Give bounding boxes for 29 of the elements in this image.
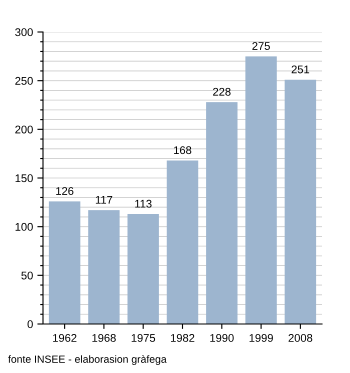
x-tick-label: 1975 — [132, 334, 156, 342]
x-tick-label: 1990 — [210, 334, 234, 342]
data-label: 275 — [252, 42, 270, 50]
bar — [166, 160, 198, 324]
y-tick-label: 0 — [28, 320, 33, 328]
bar — [88, 210, 120, 324]
source-note: fonte INSEE - elaborasion gràfega — [8, 355, 167, 365]
data-label: 251 — [292, 65, 310, 74]
x-tick-label: 1968 — [92, 334, 116, 342]
y-tick-label: 200 — [15, 126, 33, 134]
data-label: 117 — [96, 196, 112, 204]
y-tick-label: 100 — [16, 222, 33, 231]
bar — [127, 214, 159, 324]
x-tick-label: 1962 — [53, 334, 76, 342]
bar — [284, 80, 316, 324]
data-label: 168 — [174, 146, 192, 154]
y-tick-label: 50 — [21, 272, 33, 280]
data-label: 228 — [213, 88, 231, 96]
data-label: 126 — [56, 187, 74, 195]
x-tick-label: 1982 — [170, 334, 194, 342]
bar — [48, 201, 80, 324]
data-label: 113 — [135, 200, 152, 208]
x-tick-label: 2008 — [288, 334, 312, 342]
y-tick-label: 150 — [16, 174, 33, 182]
x-tick-label: 1999 — [250, 334, 273, 342]
y-tick-label: 300 — [15, 28, 33, 36]
bar — [245, 56, 277, 324]
bar — [206, 102, 238, 324]
y-tick-label: 250 — [15, 76, 33, 85]
